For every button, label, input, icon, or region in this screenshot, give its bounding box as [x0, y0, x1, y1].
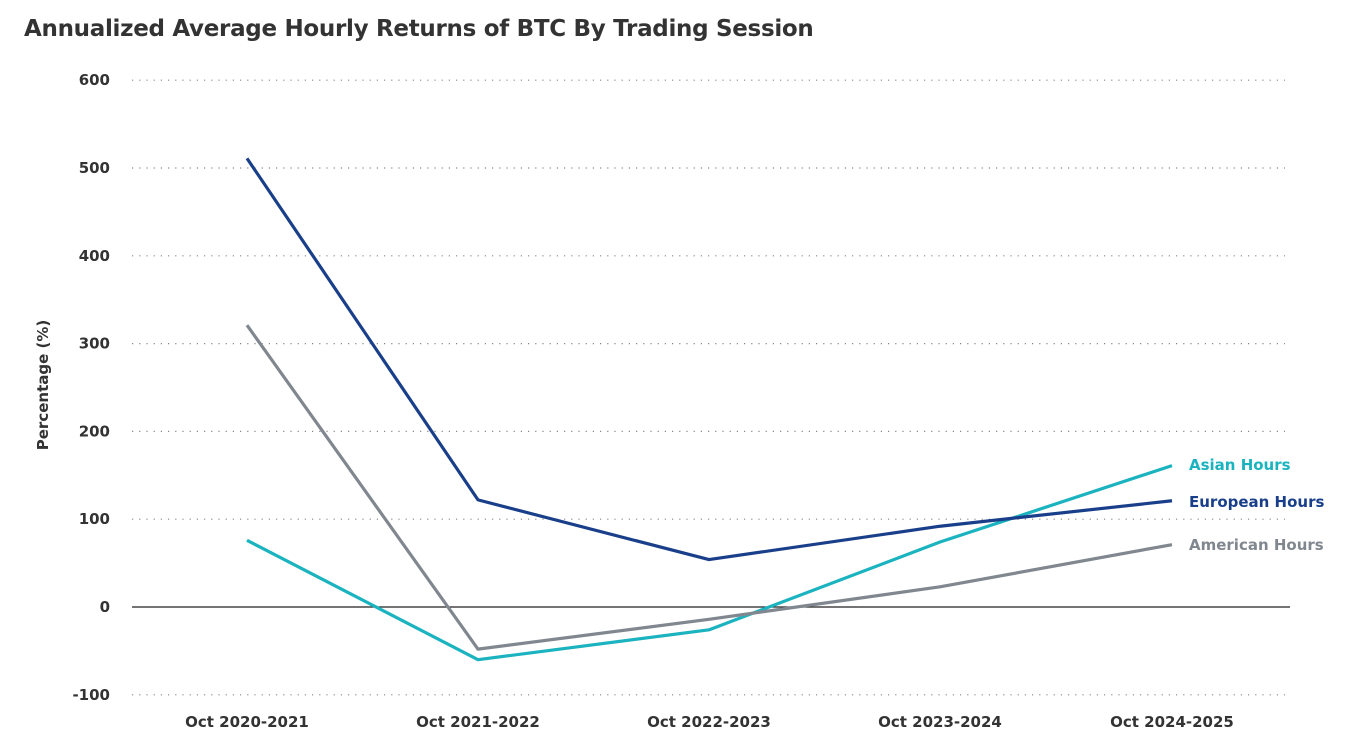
y-tick-label: 0	[100, 598, 110, 616]
series-line-european-hours	[245, 157, 1173, 562]
x-tick-label: Oct 2024-2025	[1110, 713, 1234, 731]
x-tick-label: Oct 2020-2021	[185, 713, 309, 731]
series-line-american-hours	[245, 324, 1173, 651]
x-tick-label: Oct 2021-2022	[416, 713, 540, 731]
legend-label: American Hours	[1189, 536, 1324, 554]
x-tick-label: Oct 2023-2024	[878, 713, 1002, 731]
y-tick-label: -100	[72, 686, 110, 704]
y-tick-label: 600	[79, 71, 110, 89]
y-axis-label: Percentage (%)	[34, 320, 52, 450]
y-tick-label: 200	[79, 422, 110, 440]
legend-label: European Hours	[1189, 493, 1324, 511]
y-tick-label: 400	[79, 247, 110, 265]
y-tick-label: 100	[79, 510, 110, 528]
y-tick-label: 300	[79, 335, 110, 353]
x-tick-label: Oct 2022-2023	[647, 713, 771, 731]
legend-label: Asian Hours	[1189, 456, 1291, 474]
chart-title: Annualized Average Hourly Returns of BTC…	[24, 16, 814, 42]
series-line-asian-hours	[246, 464, 1173, 662]
y-tick-label: 500	[79, 159, 110, 177]
